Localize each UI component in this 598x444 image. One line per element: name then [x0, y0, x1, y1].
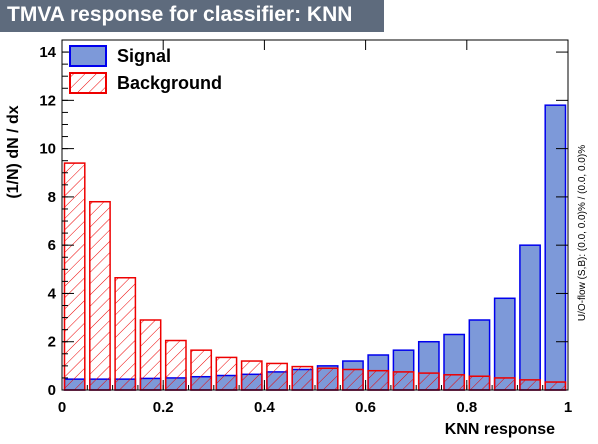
- x-tick-label: 0.2: [153, 399, 174, 416]
- background-bar: [468, 375, 491, 391]
- signal-bar: [493, 297, 516, 391]
- background-bar: [164, 339, 187, 391]
- background-bar: [266, 362, 288, 391]
- overflow-note: U/O-flow (S,B): (0.0, 0.0)% / (0.0, 0.0)…: [577, 145, 588, 321]
- signal-bar: [544, 104, 567, 391]
- background-bar: [342, 368, 364, 391]
- y-tick-label: 8: [48, 189, 56, 206]
- y-tick-label: 0: [48, 382, 56, 399]
- legend: Signal Background: [69, 45, 222, 94]
- background-bar: [190, 349, 213, 391]
- chart-title: TMVA response for classifier: KNN: [7, 3, 353, 26]
- y-tick-label: 14: [39, 44, 56, 61]
- background-bar: [316, 367, 339, 391]
- background-bar: [291, 365, 314, 391]
- x-tick-label: 0.6: [355, 399, 376, 416]
- background-bar: [215, 356, 238, 391]
- x-tick-label: 0.8: [456, 399, 477, 416]
- background-bar: [367, 369, 390, 391]
- chart-title-box: TMVA response for classifier: KNN: [0, 0, 384, 32]
- legend-background-swatch: [69, 72, 107, 94]
- background-bar: [89, 200, 111, 391]
- background-bar: [443, 374, 466, 391]
- legend-signal-label: Signal: [117, 46, 171, 66]
- x-tick-label: 1: [564, 399, 572, 416]
- background-bar: [417, 372, 440, 391]
- y-tick-label: 12: [39, 92, 56, 109]
- y-axis-title: (1/N) dN / dx: [5, 105, 22, 198]
- x-tick-label: 0.4: [254, 399, 276, 416]
- x-tick-label: 0: [58, 399, 66, 416]
- x-axis-title: KNN response: [445, 421, 555, 438]
- background-bar: [493, 377, 516, 391]
- signal-bar: [519, 244, 541, 391]
- y-tick-label: 4: [48, 285, 57, 302]
- legend-background-label: Background: [117, 73, 222, 93]
- y-tick-label: 10: [39, 141, 56, 158]
- background-bar: [392, 371, 415, 391]
- y-tick-label: 2: [48, 334, 56, 351]
- background-bar: [519, 379, 541, 391]
- legend-signal-swatch: [69, 45, 107, 67]
- background-bar: [240, 360, 263, 391]
- y-tick-label: 6: [48, 237, 56, 254]
- background-bar: [544, 381, 567, 391]
- background-bar: [114, 277, 137, 391]
- background-bar: [139, 319, 162, 391]
